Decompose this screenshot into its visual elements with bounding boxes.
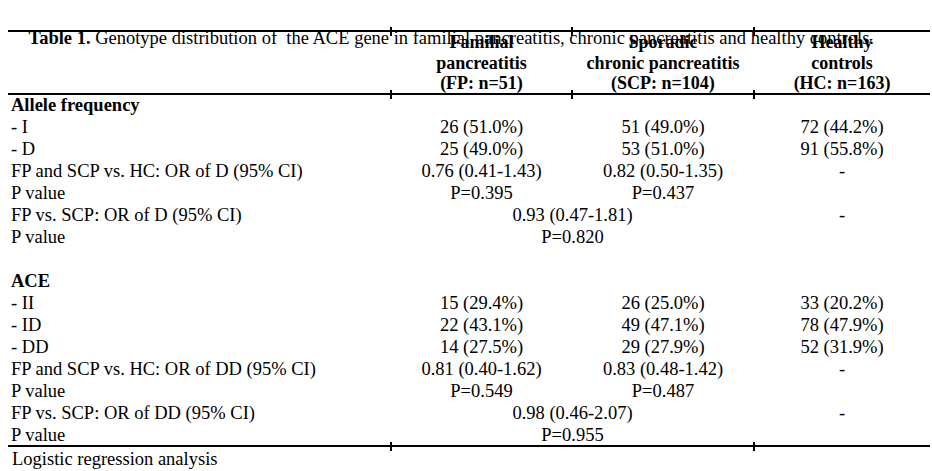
cell-merged-fp-scp: P=0.955	[391, 424, 754, 446]
row-label: FP and SCP vs. HC: OR of D (95% CI)	[8, 160, 391, 182]
row-or-dd-vs-hc: FP and SCP vs. HC: OR of DD (95% CI) 0.8…	[8, 358, 930, 380]
spacer-cell	[8, 248, 930, 270]
row-label: - D	[8, 138, 391, 160]
row-label: P value	[8, 380, 391, 402]
cell-scp: P=0.437	[572, 182, 754, 204]
section-title: Allele frequency	[8, 94, 930, 116]
row-spacer	[8, 248, 930, 270]
cell-fp: P=0.549	[391, 380, 572, 402]
cell-merged-fp-scp: P=0.820	[391, 226, 754, 248]
paper-table-figure: Table 1. Genotype distribution of the AC…	[0, 0, 932, 471]
column-header-line: chronic pancreatitis	[572, 53, 754, 74]
cell-scp: 26 (25.0%)	[572, 292, 754, 314]
cell-scp: 51 (49.0%)	[572, 116, 754, 138]
row-label: - II	[8, 292, 391, 314]
cell-fp: P=0.395	[391, 182, 572, 204]
cell-hc: -	[754, 204, 930, 226]
column-header-line: (HC: n=163)	[754, 73, 930, 94]
row-ace-ii: - II 15 (29.4%) 26 (25.0%) 33 (20.2%)	[8, 292, 930, 314]
cell-hc: 72 (44.2%)	[754, 116, 930, 138]
cell-hc: 33 (20.2%)	[754, 292, 930, 314]
row-or-d-vs-hc: FP and SCP vs. HC: OR of D (95% CI) 0.76…	[8, 160, 930, 182]
column-header-line: Familial	[391, 32, 572, 53]
row-label: - I	[8, 116, 391, 138]
cell-fp: 22 (43.1%)	[391, 314, 572, 336]
cell-hc: 78 (47.9%)	[754, 314, 930, 336]
cell-fp: 25 (49.0%)	[391, 138, 572, 160]
cell-hc	[754, 182, 930, 204]
column-header-line: (FP: n=51)	[391, 73, 572, 94]
row-label: FP vs. SCP: OR of D (95% CI)	[8, 204, 391, 226]
row-ace-dd: - DD 14 (27.5%) 29 (27.9%) 52 (31.9%)	[8, 336, 930, 358]
cell-scp: 49 (47.1%)	[572, 314, 754, 336]
row-allele-d: - D 25 (49.0%) 53 (51.0%) 91 (55.8%)	[8, 138, 930, 160]
cell-scp: 29 (27.9%)	[572, 336, 754, 358]
column-header-fp: Familial pancreatitis (FP: n=51)	[391, 32, 572, 94]
column-header-line: Sporadic	[572, 32, 754, 53]
cell-scp: 0.82 (0.50-1.35)	[572, 160, 754, 182]
row-label: - ID	[8, 314, 391, 336]
row-p-dd-vs-hc: P value P=0.549 P=0.487	[8, 380, 930, 402]
cell-hc	[754, 380, 930, 402]
header-row: Familial pancreatitis (FP: n=51) Sporadi…	[8, 32, 930, 94]
column-header-line: (SCP: n=104)	[572, 73, 754, 94]
cell-hc: -	[754, 402, 930, 424]
cell-fp: 15 (29.4%)	[391, 292, 572, 314]
column-header-line: Healthy	[754, 32, 930, 53]
cell-fp: 0.76 (0.41-1.43)	[391, 160, 572, 182]
cell-hc: 52 (31.9%)	[754, 336, 930, 358]
column-header-line: pancreatitis	[391, 53, 572, 74]
column-header-empty	[8, 32, 391, 94]
row-label: FP vs. SCP: OR of DD (95% CI)	[8, 402, 391, 424]
row-label: P value	[8, 226, 391, 248]
row-allele-i: - I 26 (51.0%) 51 (49.0%) 72 (44.2%)	[8, 116, 930, 138]
cell-scp: P=0.487	[572, 380, 754, 402]
row-p-dd-fp-vs-scp: P value P=0.955	[8, 424, 930, 446]
cell-hc	[754, 226, 930, 248]
row-ace-id: - ID 22 (43.1%) 49 (47.1%) 78 (47.9%)	[8, 314, 930, 336]
cell-scp: 53 (51.0%)	[572, 138, 754, 160]
section-title: ACE	[8, 270, 930, 292]
row-p-d-fp-vs-scp: P value P=0.820	[8, 226, 930, 248]
row-label: P value	[8, 182, 391, 204]
cell-hc: -	[754, 160, 930, 182]
genotype-table: Familial pancreatitis (FP: n=51) Sporadi…	[8, 32, 930, 446]
row-p-d-vs-hc: P value P=0.395 P=0.437	[8, 182, 930, 204]
table-footnote: Logistic regression analysis	[12, 448, 218, 470]
row-label: P value	[8, 424, 391, 446]
row-label: FP and SCP vs. HC: OR of DD (95% CI)	[8, 358, 391, 380]
cell-merged-fp-scp: 0.98 (0.46-2.07)	[391, 402, 754, 424]
cell-hc: -	[754, 358, 930, 380]
cell-hc: 91 (55.8%)	[754, 138, 930, 160]
row-ace-section-header: ACE	[8, 270, 930, 292]
cell-merged-fp-scp: 0.93 (0.47-1.81)	[391, 204, 754, 226]
cell-fp: 14 (27.5%)	[391, 336, 572, 358]
row-label: - DD	[8, 336, 391, 358]
cell-fp: 0.81 (0.40-1.62)	[391, 358, 572, 380]
column-header-scp: Sporadic chronic pancreatitis (SCP: n=10…	[572, 32, 754, 94]
row-or-d-fp-vs-scp: FP vs. SCP: OR of D (95% CI) 0.93 (0.47-…	[8, 204, 930, 226]
row-allele-section-header: Allele frequency	[8, 94, 930, 116]
row-or-dd-fp-vs-scp: FP vs. SCP: OR of DD (95% CI) 0.98 (0.46…	[8, 402, 930, 424]
column-header-line: controls	[754, 53, 930, 74]
cell-scp: 0.83 (0.48-1.42)	[572, 358, 754, 380]
column-header-hc: Healthy controls (HC: n=163)	[754, 32, 930, 94]
cell-hc	[754, 424, 930, 446]
cell-fp: 26 (51.0%)	[391, 116, 572, 138]
